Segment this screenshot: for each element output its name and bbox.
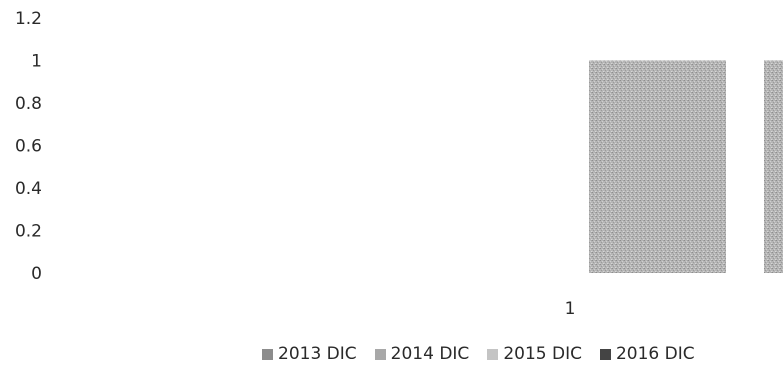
x-tick-label: 1 <box>565 299 576 319</box>
legend-item: 2013 DIC <box>262 344 357 364</box>
bar-2016-dic <box>764 60 783 273</box>
legend-item: 2016 DIC <box>599 344 695 364</box>
legend-label: 2015 DIC <box>503 344 582 364</box>
legend-swatch <box>374 348 386 360</box>
bars <box>589 60 783 273</box>
bar-2015-dic <box>589 60 726 273</box>
legend-item: 2015 DIC <box>487 344 582 364</box>
y-tick-label: 0.6 <box>15 137 42 157</box>
legend-label: 2013 DIC <box>278 344 357 364</box>
x-axis-ticks: 1 <box>565 299 576 319</box>
legend-swatch <box>487 348 499 360</box>
legend-label: 2014 DIC <box>390 344 470 364</box>
y-tick-label: 1 <box>31 52 42 72</box>
legend: 2013 DIC 2014 DIC 2015 DIC 2016 DIC <box>262 344 695 364</box>
y-tick-label: 0.4 <box>15 179 42 199</box>
y-axis-ticks: 0 0.2 0.4 0.6 0.8 1 1.2 <box>15 9 42 284</box>
legend-item: 2014 DIC <box>374 344 470 364</box>
y-tick-label: 0.8 <box>15 94 42 114</box>
legend-swatch <box>599 348 611 360</box>
legend-label: 2016 DIC <box>615 344 695 364</box>
y-tick-label: 1.2 <box>15 9 42 29</box>
y-tick-label: 0.2 <box>15 222 42 242</box>
y-tick-label: 0 <box>31 264 42 284</box>
legend-swatch <box>262 348 273 360</box>
